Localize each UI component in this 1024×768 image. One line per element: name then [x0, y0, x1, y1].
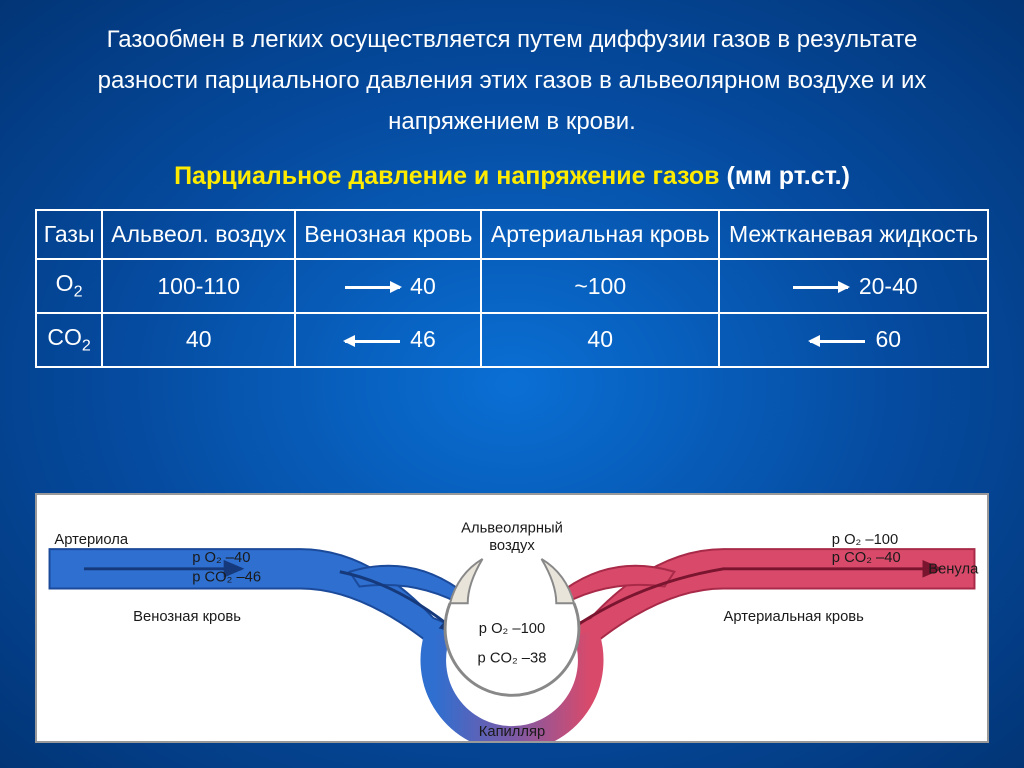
col-interstitial: Межтканевая жидкость — [719, 210, 988, 259]
partial-pressure-table: Газы Альвеол. воздух Венозная кровь Арте… — [35, 209, 989, 367]
table-row: O2100-110 40~100 20-40 — [36, 259, 988, 313]
cell-value: 20-40 — [719, 259, 988, 313]
intro-paragraph: Газообмен в легких осуществляется путем … — [0, 0, 1024, 152]
cell-value: ~100 — [481, 259, 719, 313]
label-arteriole: Артериола — [54, 532, 128, 548]
arrow-left-icon — [810, 340, 865, 343]
gas-exchange-diagram: Артериола Венула Венозная кровь Артериал… — [35, 493, 989, 743]
col-venous: Венозная кровь — [295, 210, 481, 259]
left-po2: p O₂ –40 — [192, 550, 250, 566]
arrow-right-icon — [345, 286, 400, 289]
arrow-right-icon — [793, 286, 848, 289]
label-alveolar-air-1: Альвеолярный — [461, 520, 563, 536]
right-pco2: p CO₂ –40 — [832, 550, 901, 566]
col-gas: Газы — [36, 210, 102, 259]
center-po2: p O₂ –100 — [479, 621, 545, 637]
label-arterial-blood: Артериальная кровь — [724, 609, 865, 625]
col-arterial: Артериальная кровь — [481, 210, 719, 259]
cell-value: 40 — [102, 313, 295, 367]
table-row: CO240 4640 60 — [36, 313, 988, 367]
cell-value: 60 — [719, 313, 988, 367]
cell-value: 40 — [295, 259, 481, 313]
label-venule: Венула — [928, 562, 979, 578]
label-alveolar-air-2: воздух — [489, 538, 535, 554]
alveolus-wall-right — [542, 559, 574, 603]
table-header-row: Газы Альвеол. воздух Венозная кровь Арте… — [36, 210, 988, 259]
subtitle: Парциальное давление и напряжение газов … — [0, 162, 1024, 191]
right-po2: p O₂ –100 — [832, 532, 898, 548]
label-capillary: Капилляр — [479, 724, 545, 740]
subtitle-units: (мм рт.ст.) — [727, 162, 850, 190]
label-venous-blood: Венозная кровь — [133, 609, 241, 625]
cell-value: 46 — [295, 313, 481, 367]
subtitle-main: Парциальное давление и напряжение газов — [174, 162, 726, 190]
cell-gas: CO2 — [36, 313, 102, 367]
alveolus-outline — [445, 603, 579, 695]
arrow-left-icon — [345, 340, 400, 343]
diagram-svg: Артериола Венула Венозная кровь Артериал… — [37, 495, 987, 741]
center-pco2: p CO₂ –38 — [478, 650, 547, 666]
col-alveolar: Альвеол. воздух — [102, 210, 295, 259]
cell-value: 100-110 — [102, 259, 295, 313]
alveolus-wall-left — [450, 559, 482, 603]
left-pco2: p CO₂ –46 — [192, 570, 261, 586]
cell-value: 40 — [481, 313, 719, 367]
cell-gas: O2 — [36, 259, 102, 313]
